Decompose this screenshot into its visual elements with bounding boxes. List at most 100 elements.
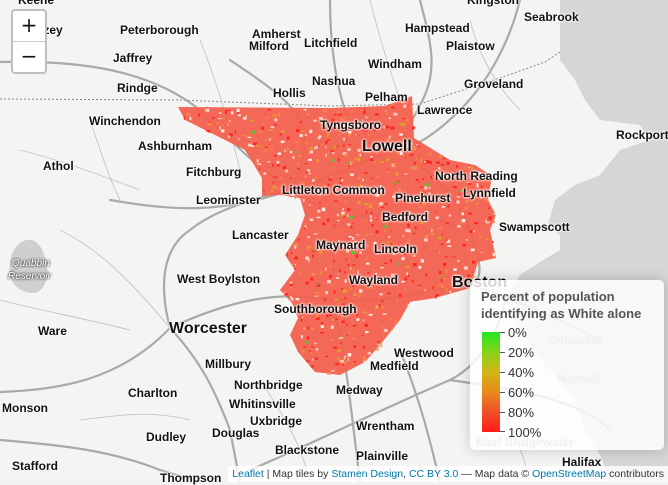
tract-speck — [355, 134, 357, 136]
tract-speck — [219, 126, 221, 130]
tract-speck — [318, 135, 322, 138]
tract-speck — [382, 191, 384, 195]
tract-speck — [349, 137, 354, 139]
zoom-in-button[interactable]: + — [20, 13, 38, 37]
tract-speck — [324, 173, 327, 176]
tract-speck — [418, 181, 420, 184]
place-north-reading: North Reading — [435, 169, 518, 183]
tract-speck — [352, 251, 356, 254]
tract-speck — [491, 252, 494, 254]
tract-speck — [311, 358, 314, 361]
tract-speck — [445, 288, 448, 291]
tract-speck — [313, 249, 317, 251]
stamen-link[interactable]: Stamen Design — [331, 468, 404, 480]
tract-speck — [492, 252, 495, 257]
tract-speck — [264, 148, 269, 152]
tract-speck — [435, 295, 437, 299]
tract-speck — [342, 208, 344, 211]
tract-speck — [399, 133, 403, 136]
tract-speck — [374, 246, 377, 250]
tract-speck — [404, 277, 407, 281]
place-ashburnham: Ashburnham — [138, 139, 213, 153]
tract-speck — [301, 130, 305, 132]
tract-speck — [377, 120, 380, 122]
tract-speck — [340, 360, 344, 363]
tract-speck — [326, 133, 329, 138]
tract-speck — [427, 192, 431, 195]
tract-speck — [380, 207, 385, 209]
tract-speck — [397, 152, 399, 155]
tract-speck — [412, 255, 416, 257]
tract-speck — [379, 293, 383, 296]
tract-speck — [273, 176, 278, 178]
legend-tick — [500, 431, 505, 432]
place-keene: Keene — [18, 0, 55, 7]
tract-speck — [315, 357, 318, 360]
tract-speck — [493, 213, 497, 215]
tract-speck — [331, 245, 333, 249]
tract-speck — [390, 259, 393, 263]
tract-speck — [446, 269, 448, 273]
tract-speck — [327, 183, 330, 187]
leaflet-link[interactable]: Leaflet — [232, 468, 264, 480]
tract-speck — [314, 345, 316, 347]
tract-speck — [281, 130, 285, 133]
tract-speck — [324, 185, 328, 189]
place-wayland: Wayland — [349, 273, 398, 287]
tract-speck — [464, 166, 467, 171]
tract-speck — [309, 150, 313, 154]
place-groveland: Groveland — [464, 77, 524, 91]
place-lawrence: Lawrence — [417, 103, 473, 117]
tract-speck — [342, 364, 344, 366]
tract-speck — [272, 185, 276, 188]
tract-speck — [331, 127, 333, 131]
tract-speck — [382, 128, 385, 130]
tract-speck — [357, 176, 361, 180]
tract-speck — [314, 295, 318, 297]
tract-speck — [413, 263, 417, 267]
legend-title-line1: Percent of population — [481, 289, 615, 304]
tract-speck — [296, 162, 301, 166]
tract-speck — [226, 123, 230, 126]
tract-speck — [344, 200, 348, 202]
tract-speck — [291, 263, 294, 266]
tract-speck — [380, 161, 384, 163]
tract-speck — [447, 205, 449, 208]
tract-speck — [292, 255, 294, 258]
tract-speck — [309, 218, 314, 221]
tract-speck — [413, 232, 415, 235]
tract-speck — [304, 141, 309, 145]
tract-speck — [347, 263, 350, 267]
tract-speck — [307, 246, 310, 250]
tract-speck — [315, 348, 319, 351]
tract-speck — [472, 260, 475, 264]
tract-speck — [465, 207, 468, 210]
tract-speck — [353, 246, 356, 250]
tract-speck — [361, 148, 365, 152]
tract-speck — [387, 292, 391, 295]
tract-speck — [286, 136, 290, 140]
tract-speck — [370, 156, 373, 159]
zoom-out-button[interactable]: − — [13, 41, 45, 72]
tract-speck — [466, 225, 468, 227]
zoom-control: + − — [11, 9, 47, 74]
tract-speck — [351, 322, 355, 324]
tract-speck — [362, 129, 366, 132]
place-pinehurst: Pinehurst — [395, 191, 451, 205]
tract-speck — [386, 137, 390, 141]
tract-speck — [375, 306, 379, 310]
choropleth-layer[interactable] — [178, 96, 500, 375]
tract-speck — [320, 271, 322, 275]
place-lancaster: Lancaster — [232, 228, 289, 242]
osm-link[interactable]: OpenStreetMap — [532, 468, 607, 480]
place-plainville: Plainville — [356, 449, 409, 463]
tract-speck — [358, 293, 362, 297]
cc-link[interactable]: CC BY 3.0 — [408, 468, 459, 480]
tract-speck — [407, 149, 410, 153]
tract-speck — [348, 144, 351, 146]
tract-speck — [363, 360, 367, 364]
tract-speck — [460, 227, 463, 231]
tract-speck — [458, 223, 462, 225]
place-halifax: Halifax — [562, 455, 602, 469]
